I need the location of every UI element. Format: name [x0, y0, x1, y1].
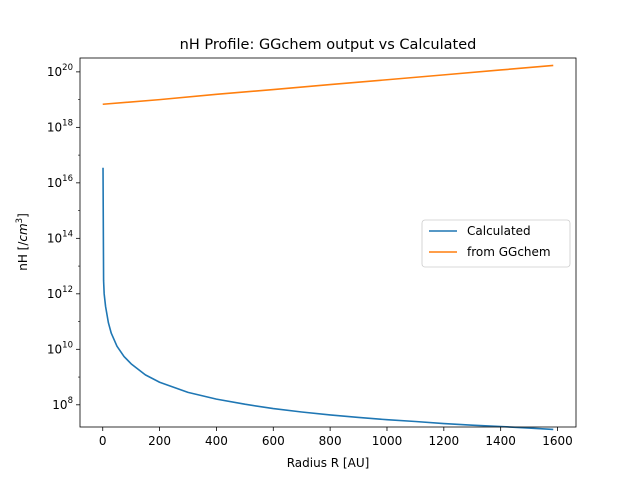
legend-label-calculated: Calculated: [467, 224, 531, 238]
y-tick-label: 1012: [47, 285, 73, 301]
x-tick-label: 1400: [485, 434, 516, 448]
x-tick-label: 600: [262, 434, 285, 448]
y-tick-label: 1010: [47, 340, 73, 356]
y-tick-label: 108: [52, 396, 73, 412]
series-line-ggchem: [102, 64, 554, 106]
x-tick-label: 1000: [372, 434, 403, 448]
x-tick-label: 1600: [542, 434, 573, 448]
x-tick-label: 400: [205, 434, 228, 448]
x-tick-label: 200: [148, 434, 171, 448]
y-axis-label: nH [/cm3]: [15, 213, 30, 271]
plot-frame: [79, 57, 577, 428]
x-axis: 0 200 400 600 800 1000 1200 1400 1600: [99, 427, 573, 448]
y-tick-label: 1018: [47, 118, 73, 134]
y-axis: 108 1010 1012 1014 1016 1018 1020: [47, 63, 80, 412]
y-tick-label: 1016: [47, 174, 73, 190]
y-tick-label: 1014: [47, 229, 73, 245]
x-tick-label: 1200: [429, 434, 460, 448]
x-tick-label: 0: [99, 434, 107, 448]
legend-label-ggchem: from GGchem: [467, 245, 551, 259]
legend: Calculated from GGchem: [421, 219, 571, 268]
x-tick-label: 800: [319, 434, 342, 448]
legend-box: [421, 219, 571, 268]
chart-title: nH Profile: GGchem output vs Calculated: [180, 37, 477, 53]
series-layer: [102, 64, 554, 431]
series-line-calculated: [102, 167, 554, 431]
y-tick-label: 1020: [47, 63, 73, 79]
x-axis-label: Radius R [AU]: [287, 456, 370, 470]
